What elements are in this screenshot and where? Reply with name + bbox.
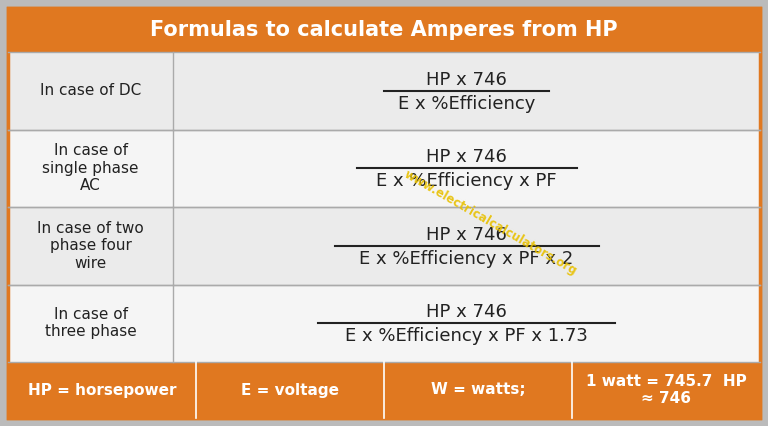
Bar [8,207,760,285]
Text: W = watts;: W = watts; [431,383,525,397]
Text: HP = horsepower: HP = horsepower [28,383,176,397]
Bar [8,8,760,52]
Text: In case of
single phase
AC: In case of single phase AC [42,144,139,193]
Bar [8,362,760,418]
Bar [8,130,760,207]
Text: HP x 746: HP x 746 [426,148,507,166]
Text: HP x 746: HP x 746 [426,71,507,89]
Text: www.electricalcalculators.org: www.electricalcalculators.org [401,167,579,277]
Bar [8,52,760,130]
Text: HP x 746: HP x 746 [426,303,507,321]
Text: HP x 746: HP x 746 [426,226,507,244]
Text: In case of DC: In case of DC [40,83,141,98]
Text: In case of two
phase four
wire: In case of two phase four wire [37,221,144,271]
Text: E x %Efficiency x PF: E x %Efficiency x PF [376,172,557,190]
Text: Formulas to calculate Amperes from HP: Formulas to calculate Amperes from HP [151,20,617,40]
Bar [8,285,760,362]
Text: E x %Efficiency x PF x 1.73: E x %Efficiency x PF x 1.73 [345,327,588,345]
Text: E x %Efficiency x PF x 2: E x %Efficiency x PF x 2 [359,250,574,268]
Text: E = voltage: E = voltage [241,383,339,397]
Text: 1 watt = 745.7  HP
≈ 746: 1 watt = 745.7 HP ≈ 746 [586,374,746,406]
Text: E x %Efficiency: E x %Efficiency [398,95,535,113]
Text: In case of
three phase: In case of three phase [45,307,137,340]
